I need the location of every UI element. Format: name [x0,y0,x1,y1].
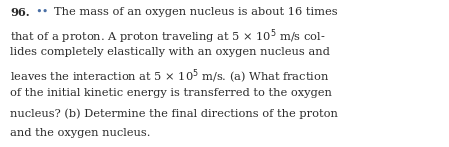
Text: and the oxygen nucleus.: and the oxygen nucleus. [10,128,150,138]
Text: The mass of an oxygen nucleus is about 16 times: The mass of an oxygen nucleus is about 1… [54,7,338,17]
Text: lides completely elastically with an oxygen nucleus and: lides completely elastically with an oxy… [10,47,330,57]
Text: leaves the interaction at 5 × 10$^5$ m/s. (a) What fraction: leaves the interaction at 5 × 10$^5$ m/s… [10,67,329,86]
Text: nucleus? (b) Determine the final directions of the proton: nucleus? (b) Determine the final directi… [10,108,338,119]
Text: 96.: 96. [10,7,30,18]
Text: ••: •• [35,7,49,17]
Text: of the initial kinetic energy is transferred to the oxygen: of the initial kinetic energy is transfe… [10,88,332,98]
Text: that of a proton. A proton traveling at 5 × 10$^5$ m/s col-: that of a proton. A proton traveling at … [10,27,326,46]
